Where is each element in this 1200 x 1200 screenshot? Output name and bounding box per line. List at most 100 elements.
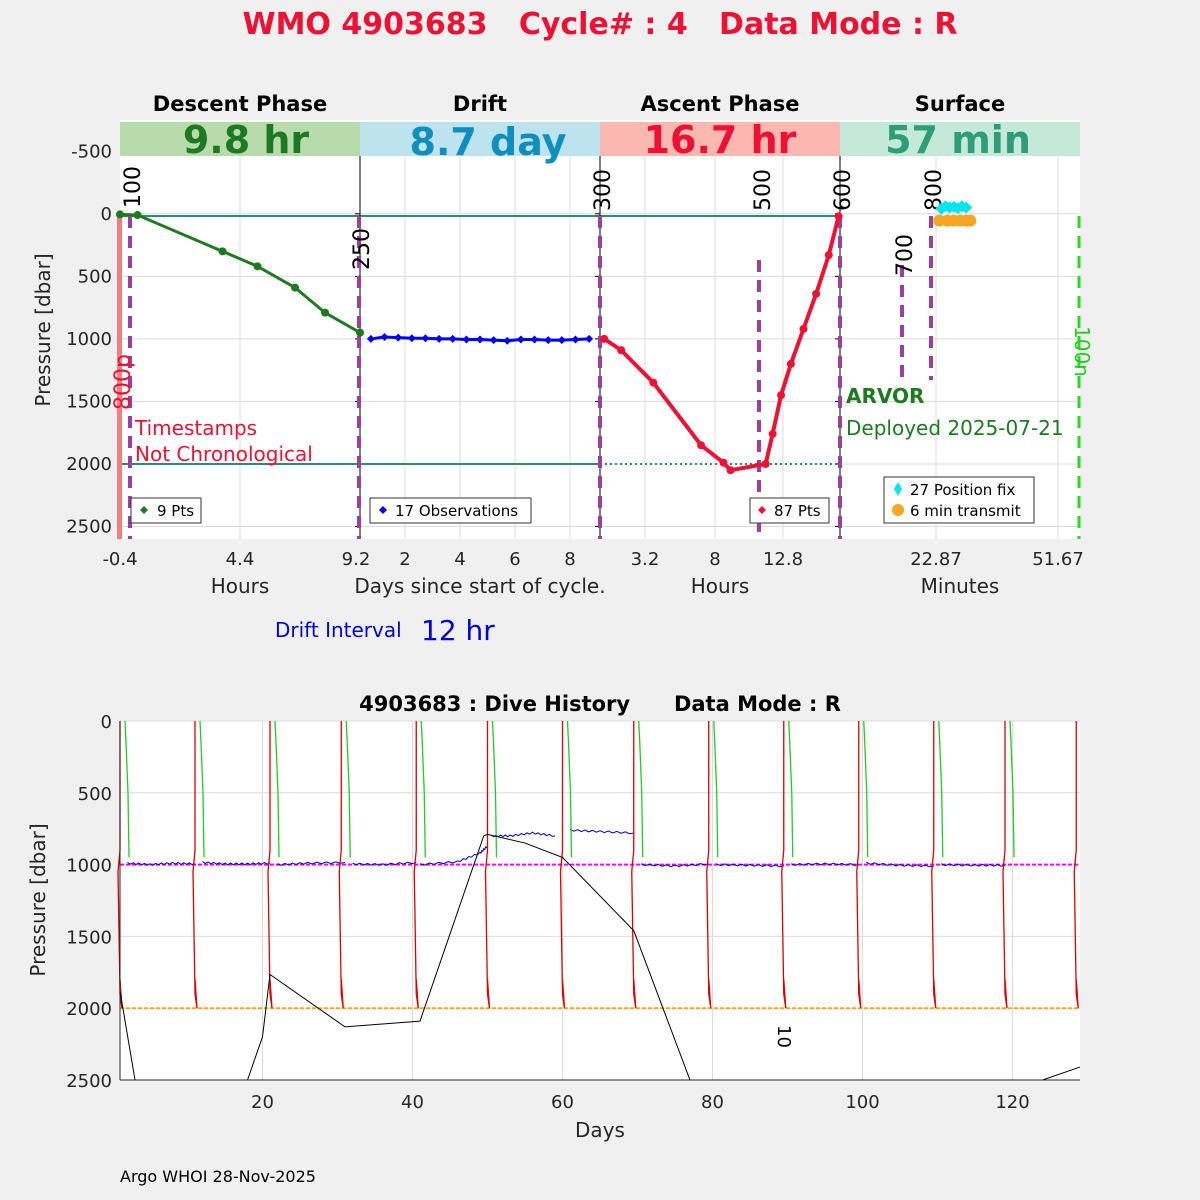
descent-phase-title: Descent Phase: [153, 92, 327, 116]
drift-trace: [569, 828, 634, 835]
data-point: [964, 214, 977, 227]
footer-credit: Argo WHOI 28-Nov-2025: [120, 1167, 316, 1186]
ascent-legend-marker: [758, 506, 766, 514]
x-tick-label: 100: [845, 1092, 879, 1113]
data-point: [812, 289, 821, 298]
drift-interval-label: Drift Interval: [275, 618, 402, 642]
data-point: [476, 335, 484, 344]
event-markers: [128, 216, 933, 539]
y-tick-label: 500: [78, 784, 112, 805]
profile-ascent-trace: [938, 720, 944, 858]
surface-legend: 27 Position fix 6 min transmit: [883, 476, 1035, 524]
descent-x-axis-label: Hours: [211, 574, 270, 598]
ascent-x-axis: 3.2 8 12.8 Hours: [631, 549, 803, 598]
profile-descent-trace: [781, 721, 787, 1009]
surface-phase-title: Surface: [915, 92, 1005, 116]
data-point: [435, 334, 444, 343]
data-point: [834, 212, 843, 221]
drift-x-axis: 2 4 6 8 Days since start of cycle.: [354, 549, 605, 598]
data-point: [617, 346, 626, 355]
ascent-xtick: 8: [709, 549, 720, 570]
drift-xtick: 4: [454, 549, 465, 570]
marker-label-500: 500: [751, 169, 776, 211]
data-point: [600, 334, 609, 343]
dive-history-chart: 4903683 : Dive History Data Mode : R 20 4…: [26, 692, 1081, 1186]
data-point: [394, 333, 403, 342]
dive-history-y-axis-label: Pressure [dbar]: [26, 823, 50, 976]
x-tick-label: 80: [701, 1092, 724, 1113]
ascent-xtick: 12.8: [763, 549, 803, 570]
profile-descent-trace: [559, 721, 566, 1009]
profile-ascent-trace: [863, 720, 869, 858]
dive-history-title: 4903683 : Dive History Data Mode : R: [359, 692, 841, 716]
drift-xtick: 8: [564, 549, 575, 570]
dive-history-axes: 20 40 60 80 100 120 0 500 1000 1500 2000 2500: [66, 712, 1080, 1113]
data-point: [356, 328, 364, 337]
drift-trace: [419, 845, 488, 866]
drift-trace: [352, 861, 417, 866]
profile-descent-trace: [338, 721, 344, 1009]
y-tick-label: 1500: [66, 927, 112, 948]
track-line: [119, 833, 1081, 1081]
surface-xtick: 51.67: [1032, 549, 1084, 570]
data-point: [768, 429, 777, 438]
data-point: [960, 201, 973, 214]
non-chronological-flag-bar: [117, 216, 122, 539]
drift-interval-value: 12 hr: [421, 614, 495, 647]
data-point: [933, 214, 946, 227]
drift-trace: [277, 861, 346, 866]
y-tick-label: 0: [101, 712, 112, 733]
y-tick-label: 2500: [66, 516, 112, 537]
data-point: [448, 334, 457, 343]
data-point: [649, 378, 658, 387]
ascent-duration: 16.7 hr: [644, 118, 797, 162]
surface-duration: 57 min: [885, 118, 1031, 162]
ascent-x-axis-label: Hours: [691, 574, 750, 598]
data-point: [366, 334, 375, 343]
drift-trace: [716, 863, 784, 868]
profile-ascent-trace: [713, 720, 719, 858]
drift-legend-marker: [379, 506, 387, 514]
drift-legend-text: 17 Observations: [395, 502, 518, 520]
drift-trace: [641, 863, 709, 868]
dive-history-x-axis-label: Days: [575, 1118, 625, 1142]
transmit-legend-marker: [892, 504, 904, 516]
data-point: [726, 466, 735, 475]
surface-x-axis-label: Minutes: [921, 574, 1000, 598]
timestamps-warning-line2: Not Chronological: [135, 442, 313, 466]
x-tick-label: 60: [551, 1092, 574, 1113]
marker-label-250: 250: [350, 228, 375, 270]
float-type: ARVOR: [846, 384, 924, 408]
data-point: [116, 210, 124, 219]
drift-phase-title: Drift: [453, 92, 507, 116]
data-point: [824, 251, 833, 260]
profile-ascent-trace: [788, 720, 794, 858]
marker-label-300: 300: [591, 169, 616, 211]
y-tick-label: -500: [71, 141, 112, 162]
profile-ascent-trace: [345, 720, 351, 858]
x-tick-label: 120: [995, 1092, 1029, 1113]
data-point: [321, 308, 329, 317]
data-point: [503, 336, 512, 345]
profile-ascent-trace: [1009, 720, 1015, 858]
descent-legend-text: 9 Pts: [157, 502, 194, 520]
profile-descent-trace: [706, 721, 712, 1009]
y-tick-label: 1000: [66, 856, 112, 877]
ascent-legend-text: 87 Pts: [774, 502, 821, 520]
drift-trace: [866, 861, 934, 868]
main-title: WMO 4903683 Cycle# : 4 Data Mode : R: [242, 7, 957, 42]
data-point: [697, 441, 706, 450]
data-point: [253, 262, 262, 271]
descent-legend-marker: [140, 506, 148, 514]
dive-history-plot-area: [120, 721, 1080, 1080]
y-tick-label: 2000: [66, 454, 112, 475]
data-point: [799, 324, 808, 333]
data-point: [421, 334, 430, 343]
data-point: [489, 336, 498, 345]
profile-ascent-trace: [274, 720, 280, 858]
drift-legend: 17 Observations: [369, 497, 532, 524]
profile-descent-trace: [1073, 721, 1079, 1009]
marker-label-800p: 800p: [111, 354, 136, 410]
profile-ascent-trace: [199, 720, 205, 858]
ascent-legend: 87 Pts: [749, 497, 830, 524]
